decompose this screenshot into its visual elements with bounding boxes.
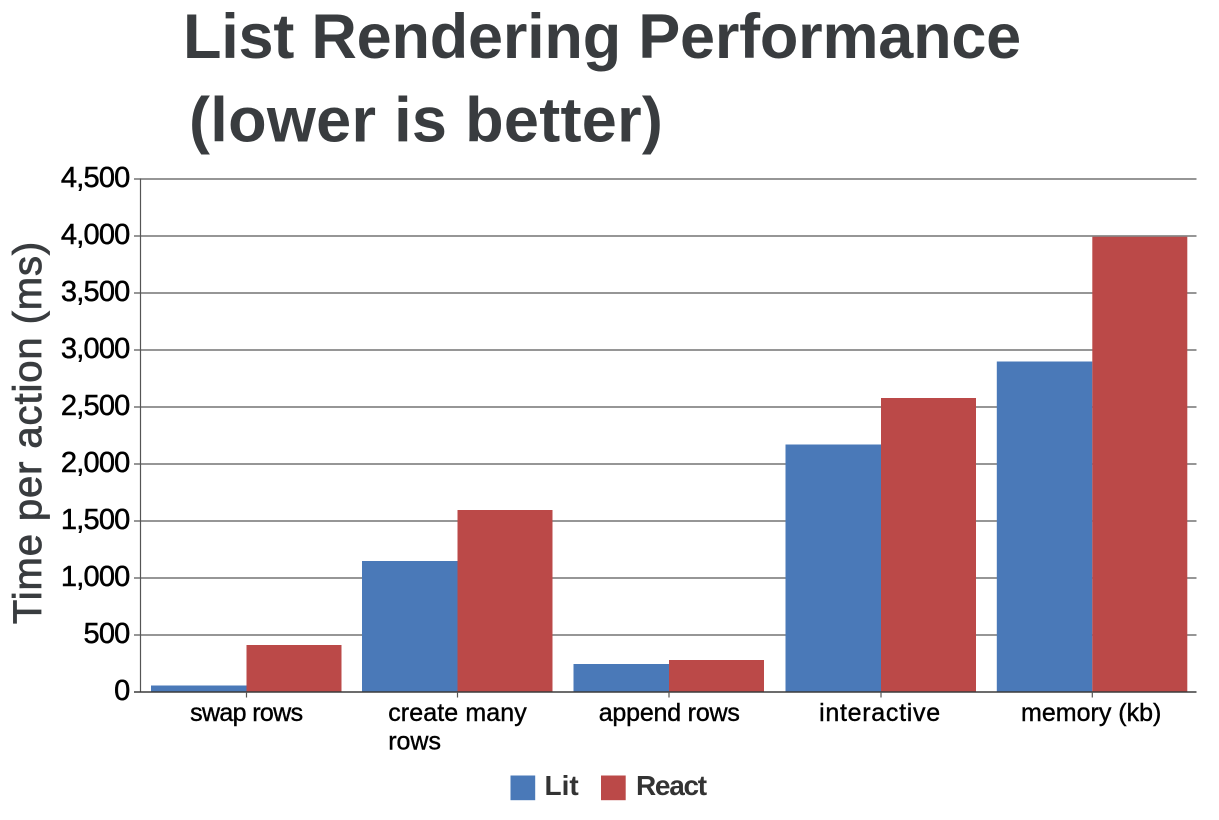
svg-text:swap rows: swap rows	[190, 699, 302, 727]
svg-text:2,000: 2,000	[61, 447, 130, 479]
svg-text:create many: create many	[388, 699, 527, 727]
svg-text:rows: rows	[388, 728, 441, 756]
svg-text:1,000: 1,000	[61, 561, 130, 593]
svg-text:Lit: Lit	[545, 770, 579, 801]
svg-text:append rows: append rows	[599, 699, 740, 727]
svg-text:interactive: interactive	[819, 699, 941, 727]
svg-text:3,500: 3,500	[61, 276, 130, 308]
svg-text:0: 0	[114, 675, 129, 707]
svg-text:2,500: 2,500	[61, 390, 130, 422]
svg-text:(lower is better): (lower is better)	[189, 86, 663, 156]
svg-text:500: 500	[84, 618, 130, 650]
svg-text:4,000: 4,000	[61, 219, 130, 251]
svg-text:4,500: 4,500	[61, 162, 130, 194]
svg-text:List Rendering Performance: List Rendering Performance	[183, 2, 1021, 72]
svg-text:1,500: 1,500	[61, 504, 130, 536]
svg-text:memory (kb): memory (kb)	[1021, 699, 1161, 727]
svg-text:React: React	[636, 770, 707, 801]
svg-text:Time per action (ms): Time per action (ms)	[6, 241, 50, 624]
svg-text:3,000: 3,000	[61, 333, 130, 365]
